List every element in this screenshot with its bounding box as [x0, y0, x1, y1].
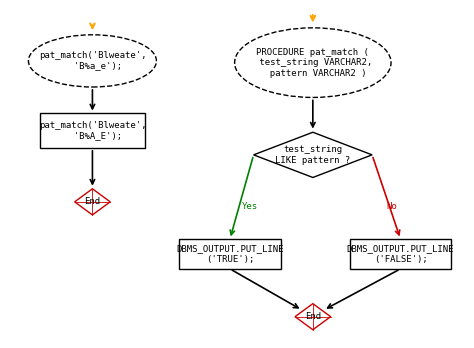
Bar	[179, 239, 281, 269]
Text: PROCEDURE pat_match (
 test_string VARCHAR2,
  pattern VARCHAR2 ): PROCEDURE pat_match ( test_string VARCHA…	[254, 48, 372, 78]
Text: pat_match('Blweate',
  'B%A_E');: pat_match('Blweate', 'B%A_E');	[39, 121, 146, 140]
Text: test_string
LIKE pattern ?: test_string LIKE pattern ?	[275, 145, 350, 165]
Bar	[349, 239, 451, 269]
Bar	[40, 113, 145, 148]
Text: DBMS_OUTPUT.PUT_LINE
('TRUE');: DBMS_OUTPUT.PUT_LINE ('TRUE');	[176, 244, 283, 264]
Text: End: End	[305, 312, 321, 321]
Text: Yes: Yes	[242, 202, 258, 211]
Text: pat_match('Blweate',
  'B%a_e');: pat_match('Blweate', 'B%a_e');	[39, 51, 146, 71]
Text: DBMS_OUTPUT.PUT_LINE
('FALSE');: DBMS_OUTPUT.PUT_LINE ('FALSE');	[347, 244, 454, 264]
Text: End: End	[84, 197, 100, 206]
Text: No: No	[386, 202, 397, 211]
